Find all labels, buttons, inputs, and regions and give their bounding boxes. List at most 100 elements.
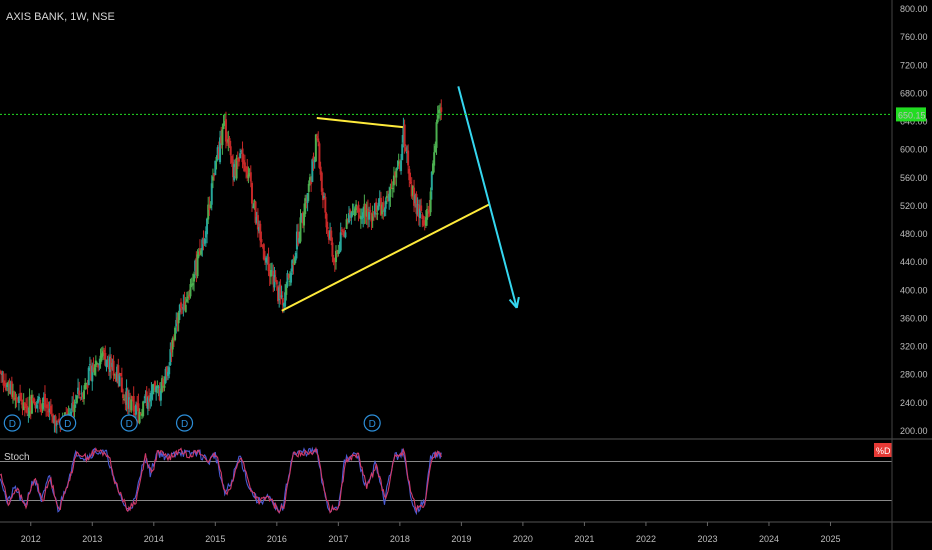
candle-body (431, 163, 434, 174)
candle-body (392, 175, 395, 186)
candle-body (19, 393, 22, 395)
candle-body (429, 191, 432, 213)
candle-body (382, 202, 385, 211)
projection-arrow-shaft[interactable] (457, 86, 518, 309)
candle-body (210, 183, 213, 205)
candle-body (346, 218, 349, 220)
candle-body (416, 204, 419, 215)
candle-body (7, 382, 10, 387)
candle-body (262, 244, 265, 260)
candle-body (96, 363, 99, 365)
candle-body (388, 193, 391, 202)
candle-body (343, 230, 346, 237)
candle-body (286, 273, 289, 287)
candle-body (310, 180, 313, 185)
candle-body (334, 250, 337, 263)
candle-body (47, 411, 50, 413)
candle-body (177, 312, 180, 324)
candle-body (404, 147, 407, 152)
candle-body (138, 411, 141, 423)
candle-body (156, 385, 159, 387)
candle-body (157, 386, 160, 389)
x-tick-label: 2018 (390, 534, 410, 544)
candle-body (263, 257, 266, 261)
dividend-marker[interactable] (120, 414, 138, 432)
candle-body (295, 231, 298, 250)
candle-body (84, 382, 87, 390)
candle-body (339, 232, 342, 251)
candle-body (330, 230, 333, 241)
candle-body (390, 188, 393, 190)
resistance-trendline[interactable] (316, 117, 404, 129)
candle-body (422, 220, 425, 226)
stoch-d-line (0, 446, 442, 514)
candle-body (284, 292, 287, 307)
candle-body (88, 364, 91, 366)
candle-body (269, 269, 272, 277)
candle-body (274, 277, 277, 282)
candle-body (259, 223, 262, 241)
candle-body (178, 304, 181, 313)
projection-arrow-head (508, 298, 518, 309)
candle-body (81, 393, 84, 398)
candle-body (280, 295, 283, 298)
candle-body (400, 160, 403, 171)
candle-body (175, 319, 178, 327)
candle-body (25, 403, 28, 409)
y-tick-label: 640.00 (900, 117, 928, 127)
candle-body (223, 121, 226, 125)
candle-body (378, 198, 381, 205)
candle-body (43, 393, 46, 408)
candle-body (1, 373, 4, 375)
candle-body (384, 200, 387, 209)
candle-body (375, 202, 378, 212)
candle-body (220, 135, 223, 144)
support-trendline[interactable] (281, 203, 490, 312)
candle-body (132, 395, 135, 412)
candle-body (219, 137, 222, 163)
y-tick-label: 600.00 (900, 145, 928, 155)
candle-body (268, 271, 271, 277)
candle-body (396, 168, 399, 170)
candle-body (237, 157, 240, 162)
candle-body (306, 193, 309, 204)
candle-body (172, 337, 175, 339)
x-tick-label: 2012 (21, 534, 41, 544)
candle-body (440, 107, 443, 112)
candle-body (189, 284, 192, 297)
candle-body (233, 164, 236, 181)
candle-body (207, 204, 210, 220)
candle-body (365, 210, 368, 217)
candle-body (34, 402, 37, 409)
candle-body (169, 349, 172, 366)
candle-body (313, 160, 316, 163)
candle-body (120, 377, 123, 393)
candle-body (35, 405, 38, 409)
dividend-marker[interactable] (175, 414, 194, 432)
candle-body (395, 168, 398, 178)
candle-body (291, 260, 294, 272)
candle-body (337, 250, 340, 254)
candle-body (198, 248, 201, 255)
candle-body (187, 296, 190, 299)
x-tick-label: 2017 (328, 534, 348, 544)
candle-body (39, 399, 42, 410)
dividend-marker[interactable] (363, 414, 381, 432)
candle-body (320, 172, 323, 192)
candle-body (150, 390, 153, 400)
candle-body (21, 403, 24, 409)
candle-body (304, 198, 307, 214)
candle-body (118, 374, 121, 387)
x-tick-label: 2020 (513, 534, 533, 544)
candle-body (361, 217, 364, 220)
candle-body (258, 227, 261, 232)
dividend-marker[interactable] (3, 414, 21, 432)
candle-body (8, 381, 11, 393)
candle-body (208, 205, 211, 210)
candle-body (36, 399, 39, 404)
dividend-marker[interactable] (59, 414, 77, 432)
candle-body (376, 213, 379, 215)
candle-body (241, 148, 244, 163)
